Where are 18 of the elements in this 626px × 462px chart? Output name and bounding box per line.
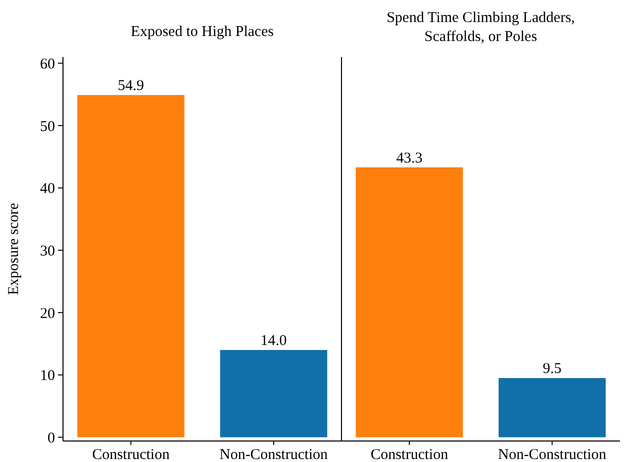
y-axis-title: Exposure score xyxy=(6,202,22,296)
y-tick-label: 20 xyxy=(40,306,55,322)
y-tick-label: 60 xyxy=(40,56,55,72)
data-label: 43.3 xyxy=(396,150,422,166)
data-label: 54.9 xyxy=(118,78,144,94)
y-tick-label: 30 xyxy=(40,243,55,260)
x-tick-label: Non-Construction xyxy=(219,447,328,462)
y-tick-label: 40 xyxy=(40,181,55,198)
x-tick-label: Non-Construction xyxy=(498,447,607,462)
x-tick-label: Construction xyxy=(92,447,170,462)
x-tick-label: Construction xyxy=(370,447,449,462)
y-tick-label: 10 xyxy=(40,368,55,384)
data-label: 14.0 xyxy=(260,332,287,349)
chart-title: Exposed to High Places xyxy=(130,24,274,40)
chart-title: Spend Time Climbing Ladders, Scaffolds, or Poles xyxy=(386,10,575,45)
y-tick-label: 50 xyxy=(40,118,55,135)
y-tick-label: 0 xyxy=(48,430,55,447)
data-label: 9.5 xyxy=(542,361,562,378)
